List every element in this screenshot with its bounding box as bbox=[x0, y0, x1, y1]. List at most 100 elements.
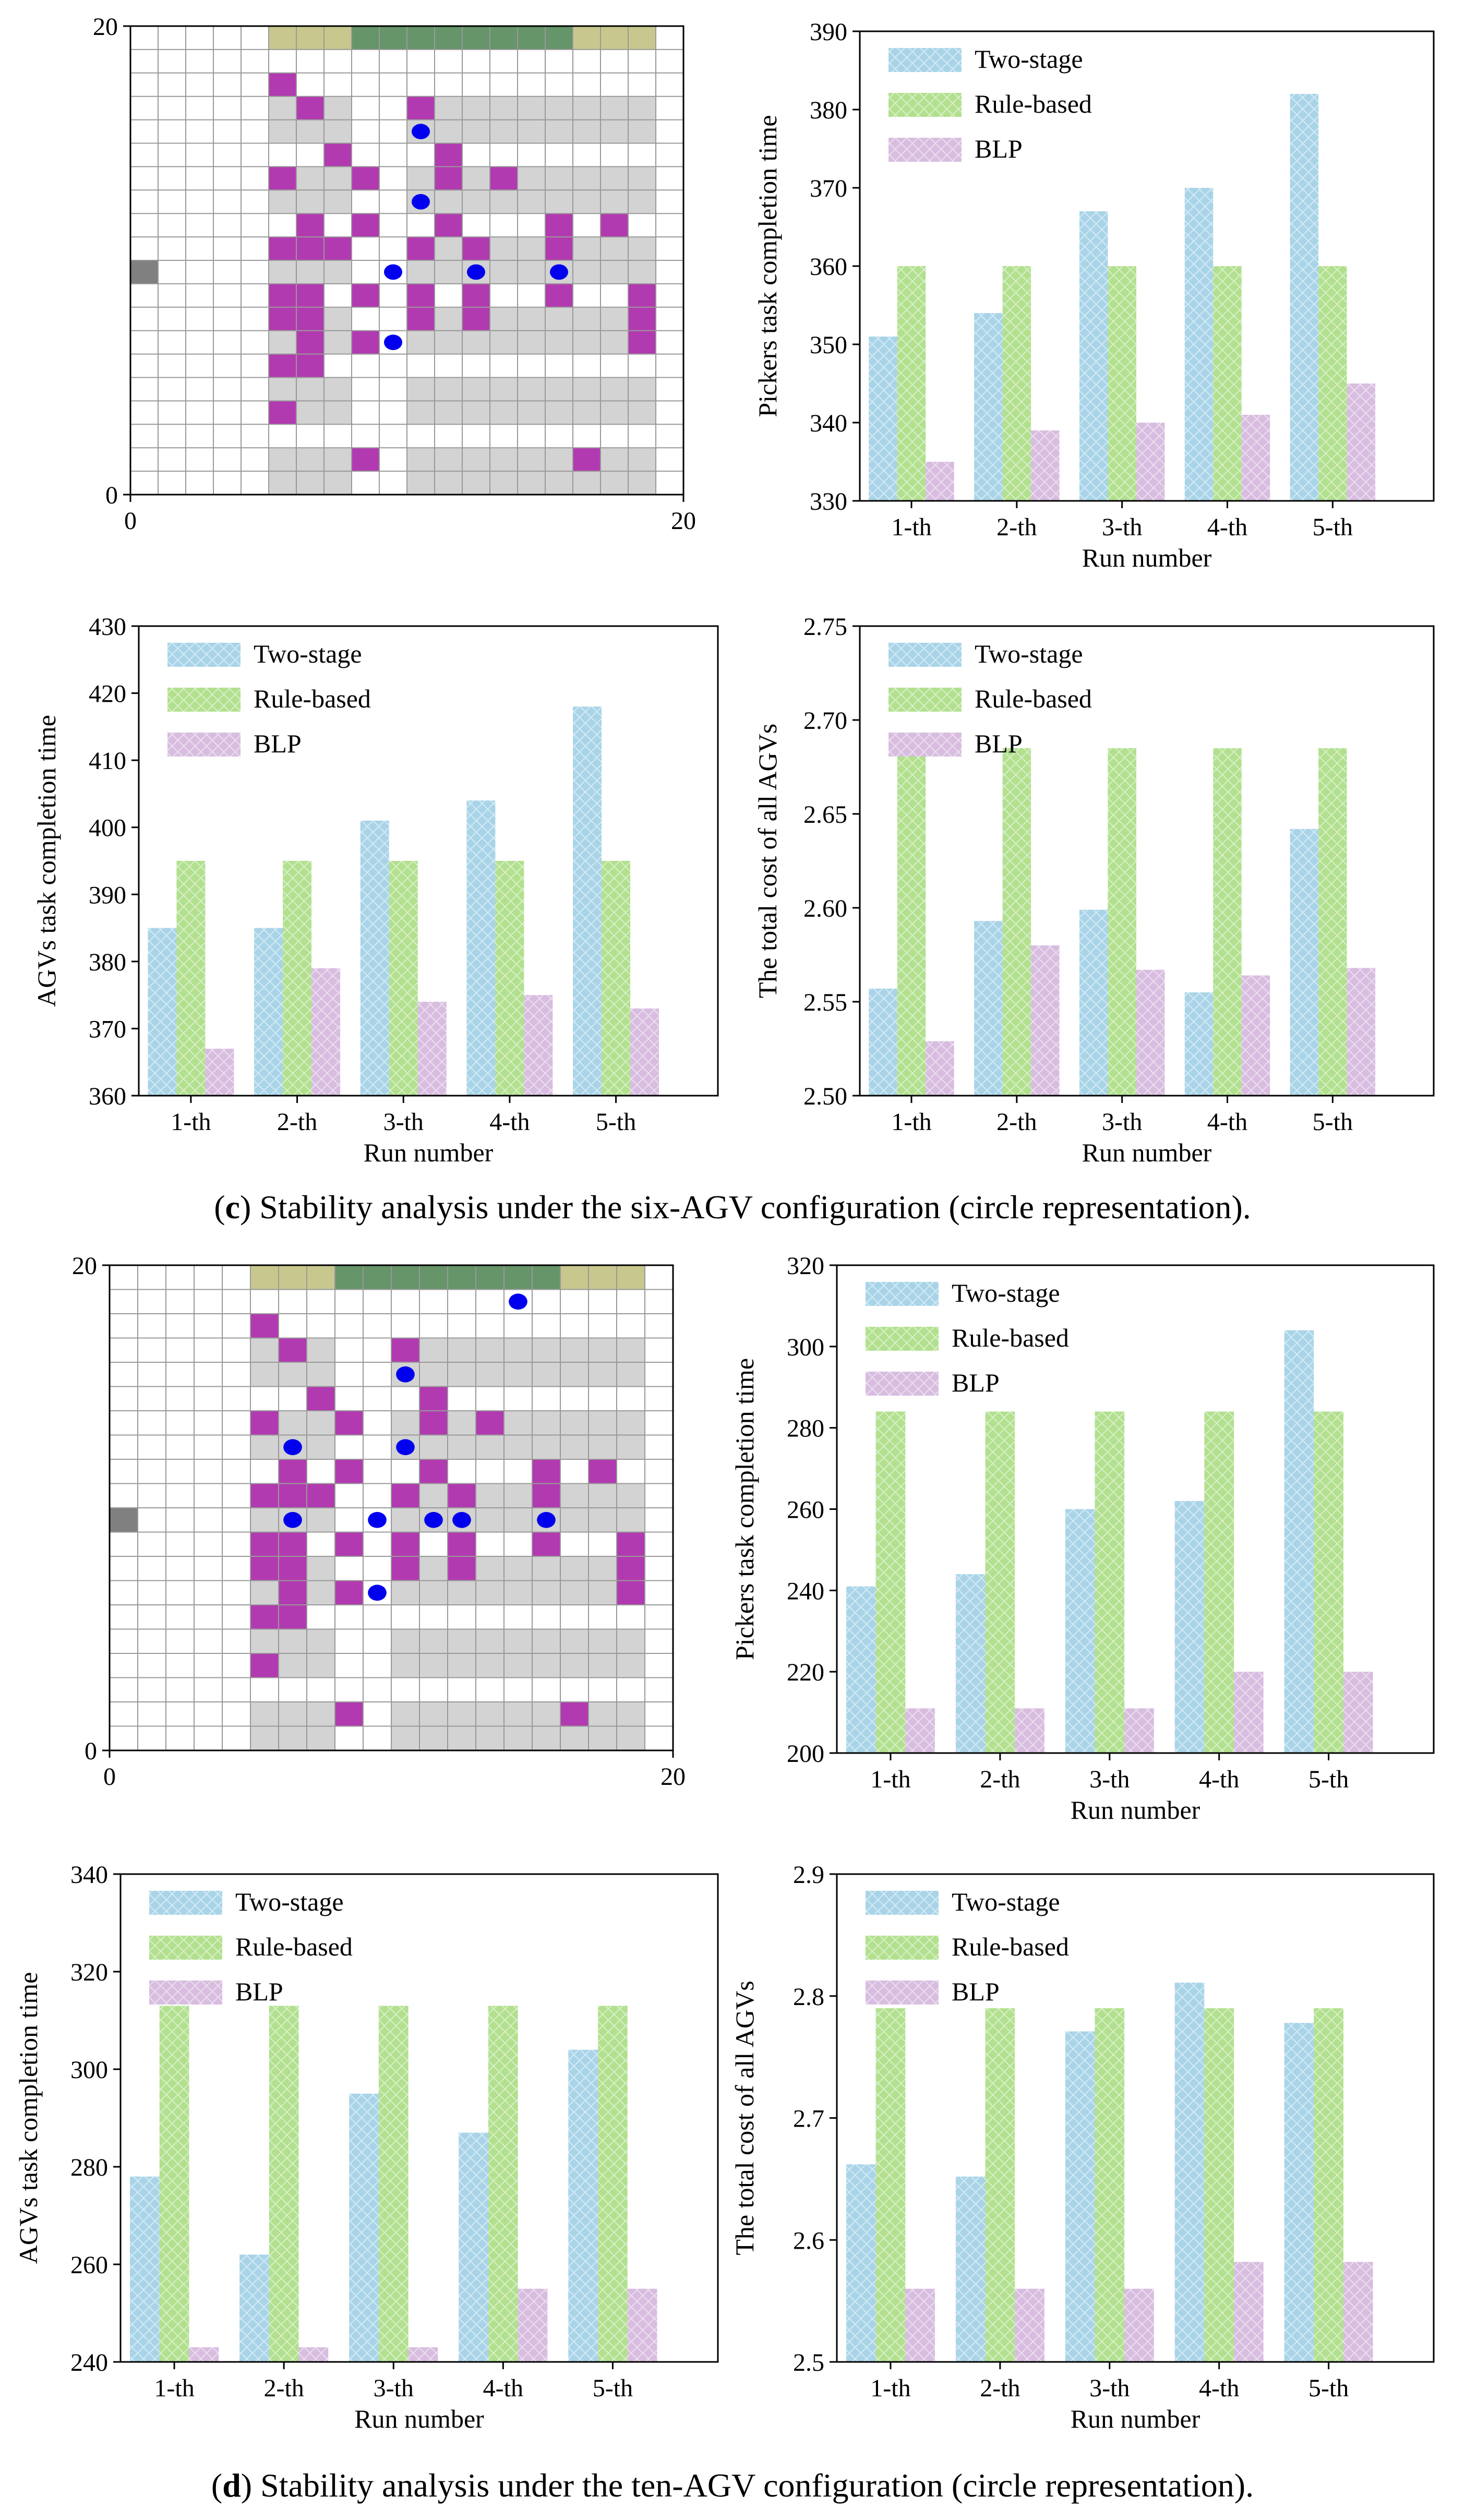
bar-hatch bbox=[985, 1411, 1015, 1753]
rack-cell bbox=[391, 1702, 419, 1726]
rack-cell bbox=[250, 1338, 279, 1362]
rack-cell bbox=[419, 1483, 448, 1508]
shelf-cell bbox=[296, 307, 324, 331]
caption-six-agv: (c) Stability analysis under the six-AGV… bbox=[214, 1189, 1251, 1226]
bar-hatch bbox=[905, 2288, 935, 2362]
shelf-cell bbox=[296, 213, 324, 237]
rack-cell bbox=[601, 237, 628, 260]
x-tick-label: 2-th bbox=[263, 2374, 304, 2402]
rack-cell bbox=[324, 448, 352, 472]
rack-cell bbox=[628, 260, 656, 284]
rack-cell bbox=[545, 119, 573, 143]
rack-cell bbox=[601, 260, 628, 284]
agv-marker bbox=[452, 1511, 471, 1528]
rack-cell bbox=[435, 471, 462, 495]
shelf-cell bbox=[296, 354, 324, 378]
agv-marker bbox=[396, 1366, 415, 1383]
rack-cell bbox=[573, 166, 601, 190]
rack-cell bbox=[324, 307, 352, 331]
rack-cell bbox=[391, 1653, 419, 1678]
rack-cell bbox=[601, 401, 628, 425]
bar-hatch bbox=[875, 1411, 906, 1753]
rack-cell bbox=[462, 119, 490, 143]
rack-cell bbox=[435, 330, 462, 354]
rack-cell bbox=[307, 1338, 335, 1362]
y-tick-label: 220 bbox=[787, 1659, 824, 1686]
legend-swatch-hatch bbox=[888, 688, 962, 712]
legend-label-rule-based: Rule-based bbox=[254, 684, 371, 713]
rack-cell bbox=[419, 1556, 448, 1581]
x-tick-label: 1-th bbox=[891, 513, 931, 541]
rack-cell bbox=[573, 330, 601, 354]
agv-marker bbox=[509, 1293, 527, 1310]
rack-cell bbox=[448, 1726, 476, 1750]
y-tick-label: 0 bbox=[85, 1737, 97, 1765]
y-tick-label: 2.65 bbox=[803, 801, 847, 829]
bar-hatch bbox=[955, 1574, 986, 1753]
rack-cell bbox=[476, 1556, 504, 1581]
bar-hatch bbox=[869, 988, 897, 1096]
y-tick-label: 300 bbox=[787, 1334, 824, 1361]
shelf-cell bbox=[279, 1556, 307, 1581]
y-tick-label: 2.8 bbox=[793, 1983, 824, 2011]
pick-zone-strip bbox=[560, 1265, 645, 1290]
legend-swatch-hatch bbox=[888, 138, 962, 162]
bar-hatch bbox=[1108, 266, 1136, 501]
shelf-cell bbox=[250, 1411, 279, 1435]
rack-cell bbox=[532, 1362, 560, 1387]
bar-hatch bbox=[985, 2008, 1015, 2362]
rack-cell bbox=[307, 1580, 335, 1605]
rack-cell bbox=[628, 448, 656, 472]
shelf-cell bbox=[448, 1556, 476, 1581]
rack-cell bbox=[448, 1435, 476, 1459]
rack-cell bbox=[628, 237, 656, 260]
rack-cell bbox=[628, 471, 656, 495]
shelf-cell bbox=[560, 1702, 589, 1726]
rack-cell bbox=[504, 1508, 532, 1532]
x-tick-label: 1-th bbox=[870, 1766, 910, 1793]
legend-label-rule-based: Rule-based bbox=[235, 1932, 353, 1961]
rack-cell bbox=[560, 1362, 589, 1387]
rack-cell bbox=[435, 260, 462, 284]
bar-hatch bbox=[129, 2176, 160, 2362]
chart-ten-agv-agvs-time: 240 260 280 300 320 340 1-th 2-th 3-th 4-th 5-th Ru… bbox=[14, 1861, 719, 2433]
legend-swatch-hatch bbox=[866, 1327, 939, 1351]
rack-cell bbox=[560, 1580, 589, 1605]
rack-cell bbox=[296, 119, 324, 143]
x-axis-label: Run number bbox=[1071, 1795, 1200, 1825]
rack-cell bbox=[307, 1508, 335, 1532]
rack-cell bbox=[448, 1338, 476, 1362]
shelf-cell bbox=[617, 1556, 645, 1581]
rack-cell bbox=[617, 1653, 645, 1678]
rack-cell bbox=[419, 1629, 448, 1653]
rack-cell bbox=[560, 1653, 589, 1678]
y-tick-label: 340 bbox=[810, 410, 847, 437]
rack-cell bbox=[518, 448, 545, 472]
shelf-cell bbox=[324, 237, 352, 260]
rack-cell bbox=[518, 96, 545, 120]
bar-hatch bbox=[1031, 430, 1060, 501]
rack-cell bbox=[601, 119, 628, 143]
x-tick-label: 0 bbox=[124, 507, 137, 535]
rack-cell bbox=[573, 471, 601, 495]
rack-cell bbox=[518, 260, 545, 284]
shelf-cell bbox=[352, 283, 379, 307]
bar-hatch bbox=[417, 1002, 447, 1096]
rack-cell bbox=[545, 166, 573, 190]
rack-cell bbox=[628, 166, 656, 190]
y-axis-label: Pickers task completion time bbox=[730, 1358, 759, 1660]
legend-label-rule-based: Rule-based bbox=[975, 684, 1092, 713]
y-tick-label: 300 bbox=[70, 2056, 108, 2084]
warehouse-grid-ten-agv: 0 20 0 20 bbox=[72, 1252, 686, 1791]
bar-hatch bbox=[630, 1008, 659, 1096]
rack-cell bbox=[324, 190, 352, 214]
rack-cell bbox=[545, 190, 573, 214]
bar-hatch bbox=[875, 2008, 906, 2362]
legend-swatch-hatch bbox=[866, 1891, 939, 1915]
rack-cell bbox=[419, 1653, 448, 1678]
shelf-cell bbox=[407, 283, 435, 307]
rack-cell bbox=[490, 471, 518, 495]
x-tick-label: 3-th bbox=[383, 1108, 424, 1136]
agv-marker bbox=[467, 264, 485, 280]
shelf-cell bbox=[269, 237, 296, 260]
